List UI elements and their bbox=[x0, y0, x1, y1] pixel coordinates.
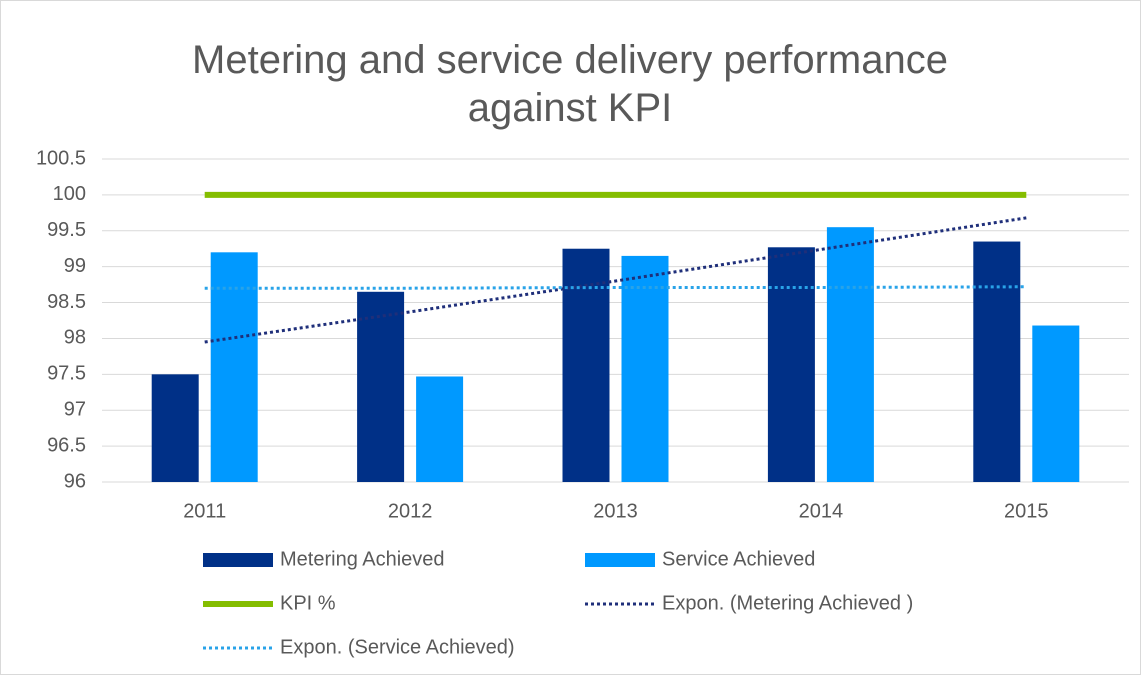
bar bbox=[151, 374, 199, 482]
legend-label: Metering Achieved bbox=[280, 548, 445, 570]
bar bbox=[621, 255, 669, 482]
x-tick-label: 2014 bbox=[799, 500, 844, 522]
y-tick-label: 100 bbox=[53, 183, 86, 205]
bar bbox=[210, 252, 258, 482]
bar bbox=[767, 247, 815, 482]
y-tick-label: 98.5 bbox=[47, 291, 86, 313]
bar bbox=[1032, 325, 1080, 482]
chart-title: Metering and service delivery performanc… bbox=[192, 38, 948, 130]
legend-label: Expon. (Service Achieved) bbox=[280, 636, 515, 658]
bar bbox=[357, 291, 405, 482]
bar bbox=[973, 241, 1021, 482]
legend-label: Expon. (Metering Achieved ) bbox=[662, 592, 913, 614]
x-tick-label: 2015 bbox=[1004, 500, 1049, 522]
legend-swatch bbox=[585, 553, 655, 567]
y-tick-label: 97.5 bbox=[47, 363, 86, 385]
y-tick-label: 97 bbox=[64, 399, 86, 421]
x-tick-label: 2011 bbox=[183, 500, 226, 522]
y-tick-label: 96 bbox=[64, 470, 86, 492]
y-tick-label: 100.5 bbox=[36, 147, 86, 169]
legend-swatch bbox=[203, 553, 273, 567]
y-tick-label: 98 bbox=[64, 327, 86, 349]
x-tick-label: 2013 bbox=[593, 500, 638, 522]
bar bbox=[416, 376, 464, 482]
bar bbox=[826, 227, 874, 482]
y-tick-label: 99.5 bbox=[47, 219, 86, 241]
y-tick-label: 96.5 bbox=[47, 434, 86, 456]
line-series bbox=[204, 216, 1027, 344]
line-series bbox=[204, 285, 1027, 290]
legend-label: KPI % bbox=[280, 592, 336, 614]
y-tick-label: 99 bbox=[64, 255, 86, 277]
x-tick-label: 2012 bbox=[388, 500, 433, 522]
legend-label: Service Achieved bbox=[662, 548, 815, 570]
